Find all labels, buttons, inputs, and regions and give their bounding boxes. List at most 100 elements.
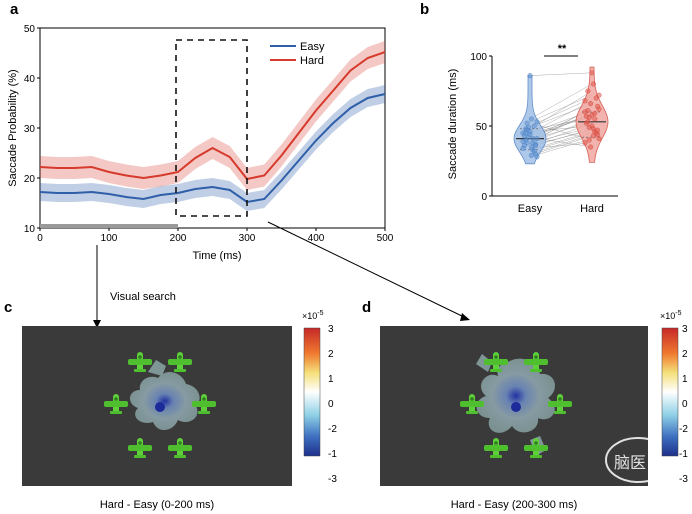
data-point-easy — [533, 143, 539, 149]
data-point-hard — [585, 88, 591, 94]
data-point-hard — [590, 133, 596, 139]
y-tick-label: 30 — [24, 124, 36, 135]
panel-c-cbar-tick: -1 — [328, 449, 337, 460]
panel-d-cbar-tick: 0 — [682, 399, 688, 410]
panel-b-violin-chart: 0 50 100 Easy Hard — [470, 52, 618, 215]
panel-d-label: d — [362, 299, 371, 316]
paired-line — [529, 83, 593, 120]
panel-d-cbar-tick: 1 — [682, 374, 688, 385]
data-point-easy — [527, 73, 533, 79]
panel-c-density-blob — [129, 371, 200, 431]
data-point-hard — [588, 101, 594, 107]
panel-b-label: b — [420, 1, 429, 18]
panel-b-y-tick-label: 100 — [470, 52, 487, 63]
panel-d-cbar-tick: 3 — [682, 324, 688, 335]
y-tick-label: 50 — [24, 24, 36, 35]
panel-c-center-marker — [155, 402, 165, 412]
panel-c-caption: Hard - Easy (0-200 ms) — [100, 499, 214, 511]
panel-d-cbar-tick: -2 — [679, 424, 688, 435]
panel-a-xlabel: Time (ms) — [192, 250, 241, 262]
data-point-hard — [590, 81, 596, 87]
panel-a-ylabel: Saccade Probability (%) — [7, 69, 19, 186]
panel-b-ylabel: Saccade duration (ms) — [447, 69, 459, 180]
panel-d-heatmap: 脑医 — [380, 326, 671, 486]
data-point-easy — [520, 145, 526, 151]
arrow-to-c-head — [93, 320, 101, 328]
panel-c-cbar-tick: -2 — [328, 424, 337, 435]
panel-a-label: a — [10, 1, 19, 18]
data-point-easy — [528, 116, 534, 122]
data-point-hard — [592, 110, 598, 116]
panel-c-cbar-tick: -3 — [328, 474, 337, 485]
panel-c-colorbar — [303, 327, 321, 457]
significance-marker: ** — [558, 43, 567, 55]
band-easy — [40, 85, 385, 211]
arrow-to-d-head — [460, 313, 470, 321]
x-tick-label: 100 — [101, 233, 118, 244]
data-point-easy — [534, 136, 540, 142]
panel-d-cbar-tick: -3 — [679, 474, 688, 485]
legend-easy-label: Easy — [300, 41, 325, 53]
data-point-hard — [588, 144, 594, 150]
panel-d-cbar-tick: 2 — [682, 349, 688, 360]
x-tick-label: 400 — [308, 233, 325, 244]
data-point-hard — [595, 127, 601, 133]
y-tick-label: 20 — [24, 174, 36, 185]
data-point-hard — [592, 116, 598, 122]
data-point-hard — [582, 140, 588, 146]
panel-b-y-tick-label: 50 — [476, 122, 488, 133]
baseline-bar — [40, 224, 178, 228]
panel-b-y-tick-label: 0 — [481, 192, 487, 203]
data-point-easy — [527, 129, 533, 135]
data-point-hard — [596, 136, 602, 142]
data-point-easy — [531, 148, 537, 154]
data-point-easy — [534, 119, 540, 125]
paired-line — [529, 94, 593, 123]
data-point-hard — [589, 70, 595, 76]
data-point-easy — [523, 130, 529, 136]
paired-line — [529, 138, 593, 158]
panel-a-line-chart: 0 100 200 300 400 500 10 20 30 40 50 — [24, 24, 394, 244]
x-tick-label: 500 — [377, 233, 394, 244]
panel-d-center-marker — [511, 402, 521, 412]
y-tick-label: 10 — [24, 224, 36, 235]
data-point-hard — [595, 103, 601, 109]
series-line-easy — [39, 93, 386, 204]
panel-c-colorbar-ticks: 3 2 1 0 -2 -1 -3 — [328, 324, 337, 485]
data-point-hard — [586, 124, 592, 130]
data-point-hard — [585, 108, 591, 114]
data-point-hard — [586, 137, 592, 143]
data-point-hard — [596, 92, 602, 98]
panel-c-cbar-tick: 1 — [328, 374, 334, 385]
panel-c-cbar-tick: 2 — [328, 349, 334, 360]
panel-c-colorbar-exponent: ×10-5 — [302, 310, 324, 321]
data-point-easy — [524, 140, 530, 146]
panel-d-colorbar — [661, 327, 679, 457]
data-point-easy — [526, 124, 532, 130]
panel-d-cbar-tick: -1 — [679, 449, 688, 460]
panel-d-density-blob — [476, 358, 555, 433]
watermark-logo-ring — [605, 437, 671, 483]
paired-line — [529, 97, 593, 127]
data-point-hard — [582, 98, 588, 104]
panel-b-category-label: Hard — [580, 203, 604, 215]
data-point-hard — [585, 119, 591, 125]
panel-c-cbar-tick: 3 — [328, 324, 334, 335]
series-line-hard — [39, 51, 386, 181]
panel-c-density-arm — [148, 360, 166, 376]
y-tick-label: 40 — [24, 74, 36, 85]
paired-line — [529, 72, 593, 76]
data-point-easy — [531, 123, 537, 129]
data-point-easy — [528, 152, 534, 158]
data-point-easy — [530, 136, 536, 142]
x-tick-label: 0 — [37, 233, 43, 244]
legend-hard-label: Hard — [300, 55, 324, 67]
data-point-hard — [583, 113, 589, 119]
x-tick-label: 200 — [170, 233, 187, 244]
band-hard — [40, 41, 385, 190]
panel-d-colorbar-exponent: ×10-5 — [660, 310, 682, 321]
data-point-easy — [524, 120, 530, 126]
arrow-to-d — [267, 221, 467, 319]
panel-b-category-label: Easy — [518, 203, 543, 215]
